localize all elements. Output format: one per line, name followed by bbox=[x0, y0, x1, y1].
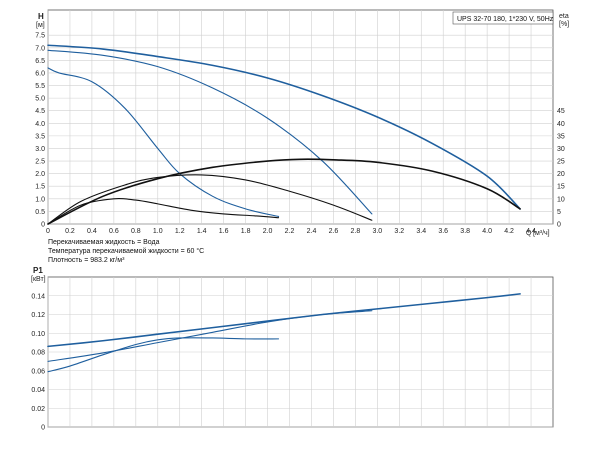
y-tick-label-head: 1.5 bbox=[35, 184, 45, 191]
y-tick-label-head: 6.0 bbox=[35, 70, 45, 77]
x-tick-label: 2.4 bbox=[307, 228, 317, 235]
x-tick-label: 1.0 bbox=[153, 228, 163, 235]
y2-axis-name-eta: eta bbox=[559, 13, 569, 20]
y-tick-label-head: 7.5 bbox=[35, 33, 45, 40]
y-tick-label-head: 1.0 bbox=[35, 196, 45, 203]
x-tick-label: 3.8 bbox=[460, 228, 470, 235]
y-tick-label-head: 0 bbox=[41, 222, 45, 229]
x-tick-label: 3.4 bbox=[416, 228, 426, 235]
chart-title: UPS 32-70 180, 1*230 V, 50Hz bbox=[457, 16, 554, 23]
y-tick-label-head: 3.0 bbox=[35, 146, 45, 153]
y-tick-label-head: 4.5 bbox=[35, 108, 45, 115]
x-tick-label: 2.8 bbox=[351, 228, 361, 235]
y-tick-label-power: 0 bbox=[41, 425, 45, 432]
top-series-group bbox=[47, 44, 521, 225]
x-tick-label: 1.4 bbox=[197, 228, 207, 235]
y2-axis-unit-eta: [%] bbox=[559, 21, 569, 28]
head-efficiency-chart: 0 0.2 0.4 0.6 0.8 1.0 1.2 1.4 1.6 1.8 2.0 2.2 2.4 2.6… bbox=[35, 9, 569, 264]
y-tick-label-head: 6.5 bbox=[35, 58, 45, 65]
power-curve-line bbox=[47, 337, 280, 373]
bottom-series-group bbox=[47, 293, 521, 373]
efficiency-curve-line bbox=[47, 197, 280, 225]
y-tick-label-power: 0.02 bbox=[31, 406, 45, 413]
y-axis-unit-head: [м] bbox=[36, 22, 45, 29]
density-note: Плотность = 983.2 кг/м³ bbox=[48, 257, 125, 264]
chart-title-box bbox=[452, 11, 554, 25]
y-axis-name-power: P1 bbox=[33, 266, 43, 275]
y2-tick-label-eta: 25 bbox=[557, 159, 565, 166]
x-tick-label: 2.6 bbox=[329, 228, 339, 235]
x-tick-label: 0 bbox=[46, 228, 50, 235]
top-tick-labels: 0 0.2 0.4 0.6 0.8 1.0 1.2 1.4 1.6 1.8 2.0 2.2 2.4 2.6… bbox=[35, 33, 565, 235]
x-tick-label: 1.2 bbox=[175, 228, 185, 235]
x-tick-label: 2.2 bbox=[285, 228, 295, 235]
power-curve-line bbox=[47, 310, 373, 362]
top-grid bbox=[47, 10, 553, 225]
x-tick-label: 3.2 bbox=[394, 228, 404, 235]
y-tick-label-power: 0.06 bbox=[31, 368, 45, 375]
efficiency-curve-line bbox=[47, 174, 373, 225]
x-tick-label: 4.4 bbox=[526, 228, 536, 235]
x-tick-label: 0.8 bbox=[131, 228, 141, 235]
y-tick-label-head: 3.5 bbox=[35, 133, 45, 140]
bottom-tick-labels: 0 0.02 0.04 0.06 0.08 0.10 0.12 0.14 bbox=[31, 293, 45, 431]
y-axis-name-head: H bbox=[38, 12, 44, 21]
y-tick-label-head: 5.5 bbox=[35, 83, 45, 90]
y-tick-label-power: 0.08 bbox=[31, 350, 45, 357]
y-tick-label-power: 0.14 bbox=[31, 293, 45, 300]
y2-tick-label-eta: 40 bbox=[557, 121, 565, 128]
power-chart: 0 0.02 0.04 0.06 0.08 0.10 0.12 0.14 P1 [кВт] bbox=[31, 266, 554, 432]
y2-tick-label-eta: 20 bbox=[557, 171, 565, 178]
y2-tick-label-eta: 10 bbox=[557, 196, 565, 203]
x-tick-label: 0.2 bbox=[65, 228, 75, 235]
y-tick-label-head: 0.5 bbox=[35, 209, 45, 216]
y-tick-label-head: 4.0 bbox=[35, 121, 45, 128]
x-tick-label: 4.2 bbox=[504, 228, 514, 235]
y-tick-label-head: 2.5 bbox=[35, 159, 45, 166]
y-tick-label-head: 7.0 bbox=[35, 45, 45, 52]
power-curve-line bbox=[47, 293, 521, 348]
x-tick-label: 3.6 bbox=[438, 228, 448, 235]
x-tick-label: 4.0 bbox=[482, 228, 492, 235]
x-tick-label: 3.0 bbox=[372, 228, 382, 235]
y2-tick-label-eta: 35 bbox=[557, 133, 565, 140]
x-axis-name-q: Q bbox=[526, 230, 532, 237]
y2-tick-label-eta: 5 bbox=[557, 209, 561, 216]
efficiency-curve-line bbox=[47, 158, 521, 225]
x-tick-label: 2.0 bbox=[263, 228, 273, 235]
x-tick-label: 1.8 bbox=[241, 228, 251, 235]
temperature-note: Температура перекачиваемой жидкости = 60… bbox=[48, 247, 204, 255]
y-tick-label-power: 0.04 bbox=[31, 387, 45, 394]
y2-tick-label-eta: 45 bbox=[557, 108, 565, 115]
liquid-note: Перекачиваемая жидкость = Вода bbox=[48, 239, 160, 246]
head-curve-line bbox=[47, 67, 280, 217]
head-curve-line bbox=[47, 44, 521, 210]
y2-tick-label-eta: 15 bbox=[557, 184, 565, 191]
y-tick-label-power: 0.10 bbox=[31, 331, 45, 338]
top-plot-frame bbox=[47, 9, 554, 225]
y-tick-label-head: 2.0 bbox=[35, 171, 45, 178]
x-axis-unit-q: [м³/ч] bbox=[533, 230, 550, 237]
y-tick-label-power: 0.12 bbox=[31, 312, 45, 319]
bottom-grid bbox=[47, 277, 553, 428]
head-curve-line bbox=[47, 49, 373, 215]
y2-tick-label-eta: 30 bbox=[557, 146, 565, 153]
x-tick-label: 0.6 bbox=[109, 228, 119, 235]
y-axis-unit-power: [кВт] bbox=[31, 276, 46, 283]
x-tick-label: 1.6 bbox=[219, 228, 229, 235]
y-tick-label-head: 5.0 bbox=[35, 96, 45, 103]
x-tick-label: 0.4 bbox=[87, 228, 97, 235]
y2-tick-label-eta: 0 bbox=[557, 222, 561, 229]
